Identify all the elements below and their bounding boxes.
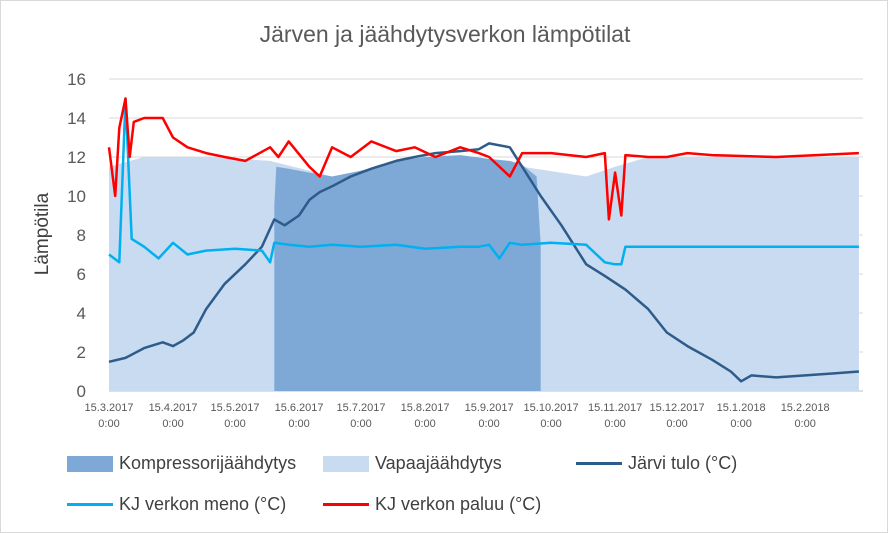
legend-item-vapaa: Vapaajäähdytys <box>323 453 502 474</box>
x-tick-label: 0:00 <box>224 418 245 430</box>
area-kompressorijaahdytys <box>274 155 541 391</box>
legend-item-kompressori: Kompressorijäähdytys <box>67 453 296 474</box>
x-tick-label: 0:00 <box>288 418 309 430</box>
x-tick-label: 15.6.2017 <box>275 402 324 414</box>
y-tick-label: 8 <box>77 226 86 245</box>
line-kj-verkon-paluu <box>107 97 859 221</box>
x-tick-label: 15.5.2017 <box>211 402 260 414</box>
y-tick-label: 14 <box>67 109 86 128</box>
x-tick-label: 15.1.2018 <box>717 402 766 414</box>
y-tick-label: 16 <box>67 70 86 89</box>
x-tick-label: 0:00 <box>478 418 499 430</box>
legend-label: Järvi tulo (°C) <box>628 453 738 473</box>
legend-item-paluu: KJ verkon paluu (°C) <box>323 494 541 515</box>
y-tick-label: 2 <box>77 343 86 362</box>
legend-swatch <box>576 462 622 465</box>
legend-label: Vapaajäähdytys <box>375 453 502 473</box>
x-tick-label: 0:00 <box>604 418 625 430</box>
legend-item-meno: KJ verkon meno (°C) <box>67 494 286 515</box>
y-tick-label: 12 <box>67 148 86 167</box>
x-tick-label: 15.10.2017 <box>524 402 579 414</box>
legend-swatch <box>323 503 369 506</box>
y-tick-label: 10 <box>67 187 86 206</box>
y-tick-label: 4 <box>77 304 86 323</box>
x-tick-label: 0:00 <box>162 418 183 430</box>
x-tick-label: 0:00 <box>666 418 687 430</box>
legend-swatch <box>67 503 113 506</box>
line-jarvi-tulo <box>108 142 859 383</box>
legend-swatch <box>323 455 369 472</box>
y-tick-label: 0 <box>77 382 86 401</box>
plot-area: 0 2 4 6 8 10 12 14 16 15.3.2017 0:00 15.4.2017 0:00… <box>67 70 863 430</box>
x-tick-label: 15.4.2017 <box>149 402 198 414</box>
line-kj-verkon-meno <box>108 97 859 266</box>
x-tick-label: 15.2.2018 <box>781 402 830 414</box>
legend-label: Kompressorijäähdytys <box>119 453 297 473</box>
legend-label: KJ verkon meno (°C) <box>119 494 287 514</box>
x-tick-label: 15.9.2017 <box>465 402 514 414</box>
legend-swatch <box>67 455 113 472</box>
x-tick-label: 15.12.2017 <box>650 402 705 414</box>
x-tick-label: 0:00 <box>540 418 561 430</box>
x-tick-label: 0:00 <box>794 418 815 430</box>
x-tick-label: 15.8.2017 <box>401 402 450 414</box>
x-tick-label: 15.7.2017 <box>337 402 386 414</box>
legend-item-jarvi: Järvi tulo (°C) <box>576 453 737 474</box>
legend-label: KJ verkon paluu (°C) <box>375 494 542 514</box>
y-tick-label: 6 <box>77 265 86 284</box>
x-tick-label: 15.3.2017 <box>85 402 134 414</box>
x-tick-label: 0:00 <box>414 418 435 430</box>
x-tick-label: 15.11.2017 <box>588 402 642 414</box>
x-tick-label: 0:00 <box>350 418 371 430</box>
x-tick-label: 0:00 <box>730 418 751 430</box>
chart-title: Järven ja jäähdytysverkon lämpötilat <box>259 21 631 47</box>
x-tick-label: 0:00 <box>98 418 119 430</box>
